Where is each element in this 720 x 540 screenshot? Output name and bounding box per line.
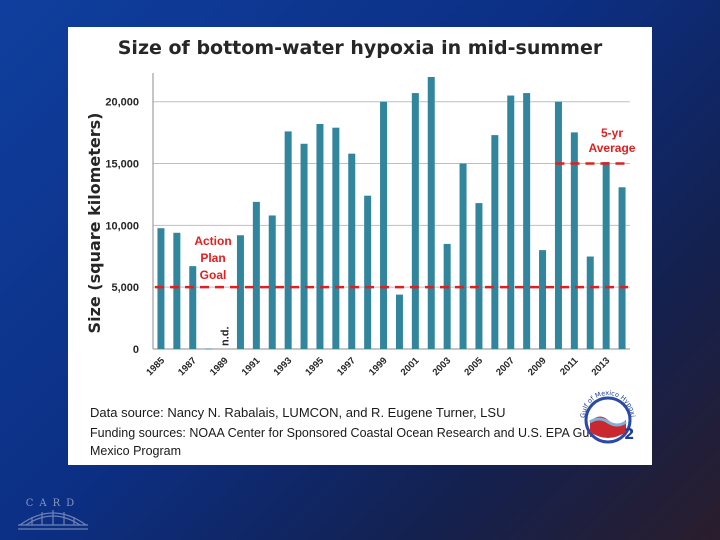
x-tick-label: 2009 [526, 355, 549, 378]
x-tick-label: 2007 [494, 355, 517, 378]
bar [427, 77, 435, 349]
bar [618, 187, 626, 349]
x-tick-label: 1993 [272, 355, 295, 378]
bar [586, 256, 594, 349]
data-source-text: Data source: Nancy N. Rabalais, LUMCON, … [90, 405, 506, 420]
bar [205, 348, 213, 350]
bar [332, 127, 340, 349]
bar [380, 101, 388, 350]
bar [539, 250, 547, 349]
bar [157, 228, 165, 349]
action-plan-goal-label: Plan [200, 251, 225, 265]
y-tick-label: 20,000 [105, 97, 139, 109]
five-year-average-label: 5-yr [601, 126, 623, 140]
x-tick-label: 1997 [335, 355, 358, 378]
x-tick-label: 1985 [144, 355, 167, 378]
y-tick-label: 5,000 [111, 282, 139, 294]
action-plan-goal-label: Action [194, 234, 231, 248]
bar [570, 132, 578, 349]
bar [348, 153, 356, 349]
x-tick-label: 2001 [399, 355, 422, 378]
bar [395, 294, 403, 349]
five-year-average-label: Average [589, 141, 636, 155]
y-tick-label: 15,000 [105, 159, 139, 171]
funding-source-text: Funding sources: NOAA Center for Sponsor… [90, 426, 610, 458]
bar [443, 243, 451, 349]
bar [364, 195, 372, 349]
chart-title: Size of bottom-water hypoxia in mid-summ… [117, 37, 603, 59]
bar [173, 232, 181, 349]
bar [475, 203, 483, 349]
bar [554, 101, 562, 350]
x-tick-label: 1991 [240, 355, 263, 378]
bar [491, 135, 499, 349]
bar [523, 93, 531, 349]
y-tick-label: 0 [133, 344, 139, 356]
x-tick-label: 1995 [303, 355, 326, 378]
y-axis-label: Size (square kilometers) [85, 113, 104, 334]
x-tick-label: 2011 [558, 355, 581, 378]
x-tick-label: 2005 [462, 355, 485, 378]
bar [459, 163, 467, 349]
bar [507, 95, 515, 349]
card-logo-text: CARD [26, 498, 80, 509]
x-tick-label: 2013 [590, 355, 613, 378]
hypoxia-logo-icon: 2 Gulf of Mexico Hypoxia [573, 382, 637, 444]
action-plan-goal-label: Goal [200, 268, 227, 282]
x-tick-label: 2003 [431, 355, 454, 378]
bar [236, 235, 244, 349]
bar [411, 93, 419, 349]
y-tick-label: 10,000 [105, 220, 139, 232]
svg-text:2: 2 [624, 425, 634, 443]
bar [284, 131, 292, 349]
x-tick-label: 1989 [208, 355, 231, 378]
bar [252, 201, 260, 349]
bar [189, 266, 197, 349]
card-logo-icon: CARD [18, 498, 88, 530]
bar [602, 162, 610, 349]
missing-data-label: n.d. [220, 326, 232, 346]
bar [268, 215, 276, 349]
x-tick-label: 1999 [367, 355, 390, 378]
bar [300, 143, 308, 349]
bar [316, 123, 324, 350]
x-tick-label: 1987 [176, 355, 199, 378]
chart-card: Size of bottom-water hypoxia in mid-summ… [68, 27, 652, 465]
